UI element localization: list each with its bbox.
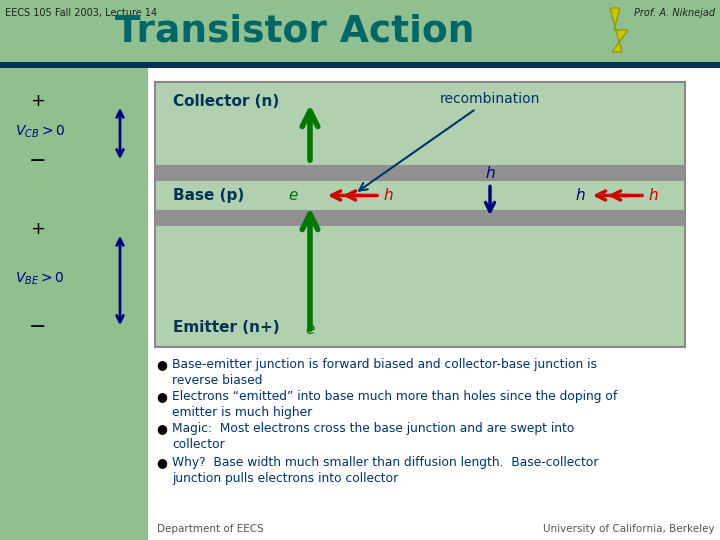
Text: Electrons “emitted” into base much more than holes since the doping of
emitter i: Electrons “emitted” into base much more … — [172, 390, 617, 419]
Bar — [155, 165, 685, 181]
Text: ●: ● — [156, 456, 168, 469]
Polygon shape — [610, 8, 628, 52]
Bar — [0, 0, 720, 62]
Text: +: + — [30, 92, 45, 110]
Text: Emitter (n+): Emitter (n+) — [173, 320, 279, 335]
Text: e: e — [289, 188, 298, 203]
Bar — [155, 210, 685, 226]
Text: −: − — [30, 151, 47, 171]
Text: h: h — [575, 188, 585, 203]
Text: $V_{CB}>0$: $V_{CB}>0$ — [15, 123, 66, 140]
Text: University of California, Berkeley: University of California, Berkeley — [544, 524, 715, 534]
Text: $V_{BE}>0$: $V_{BE}>0$ — [15, 271, 65, 287]
Text: h: h — [485, 166, 495, 181]
Text: Transistor Action: Transistor Action — [115, 14, 474, 50]
Text: Magic:  Most electrons cross the base junction and are swept into
collector: Magic: Most electrons cross the base jun… — [172, 422, 575, 451]
Bar — [155, 82, 685, 347]
Text: Base (p): Base (p) — [173, 188, 244, 203]
Bar — [0, 62, 720, 68]
Text: recombination: recombination — [359, 92, 540, 191]
Text: ●: ● — [156, 358, 168, 371]
Text: EECS 105 Fall 2003, Lecture 14: EECS 105 Fall 2003, Lecture 14 — [5, 8, 157, 18]
Text: h: h — [383, 188, 392, 203]
Text: e: e — [305, 322, 315, 337]
Text: h: h — [648, 188, 657, 203]
Text: ●: ● — [156, 390, 168, 403]
Text: Base-emitter junction is forward biased and collector-base junction is
reverse b: Base-emitter junction is forward biased … — [172, 358, 597, 387]
Text: −: − — [30, 317, 47, 337]
Text: Department of EECS: Department of EECS — [157, 524, 264, 534]
Text: ●: ● — [156, 422, 168, 435]
Text: Prof. A. Niknejad: Prof. A. Niknejad — [634, 8, 715, 18]
Text: +: + — [30, 220, 45, 238]
Text: Collector (n): Collector (n) — [173, 94, 279, 109]
Text: Why?  Base width much smaller than diffusion length.  Base-collector
junction pu: Why? Base width much smaller than diffus… — [172, 456, 598, 485]
Bar — [0, 68, 148, 540]
